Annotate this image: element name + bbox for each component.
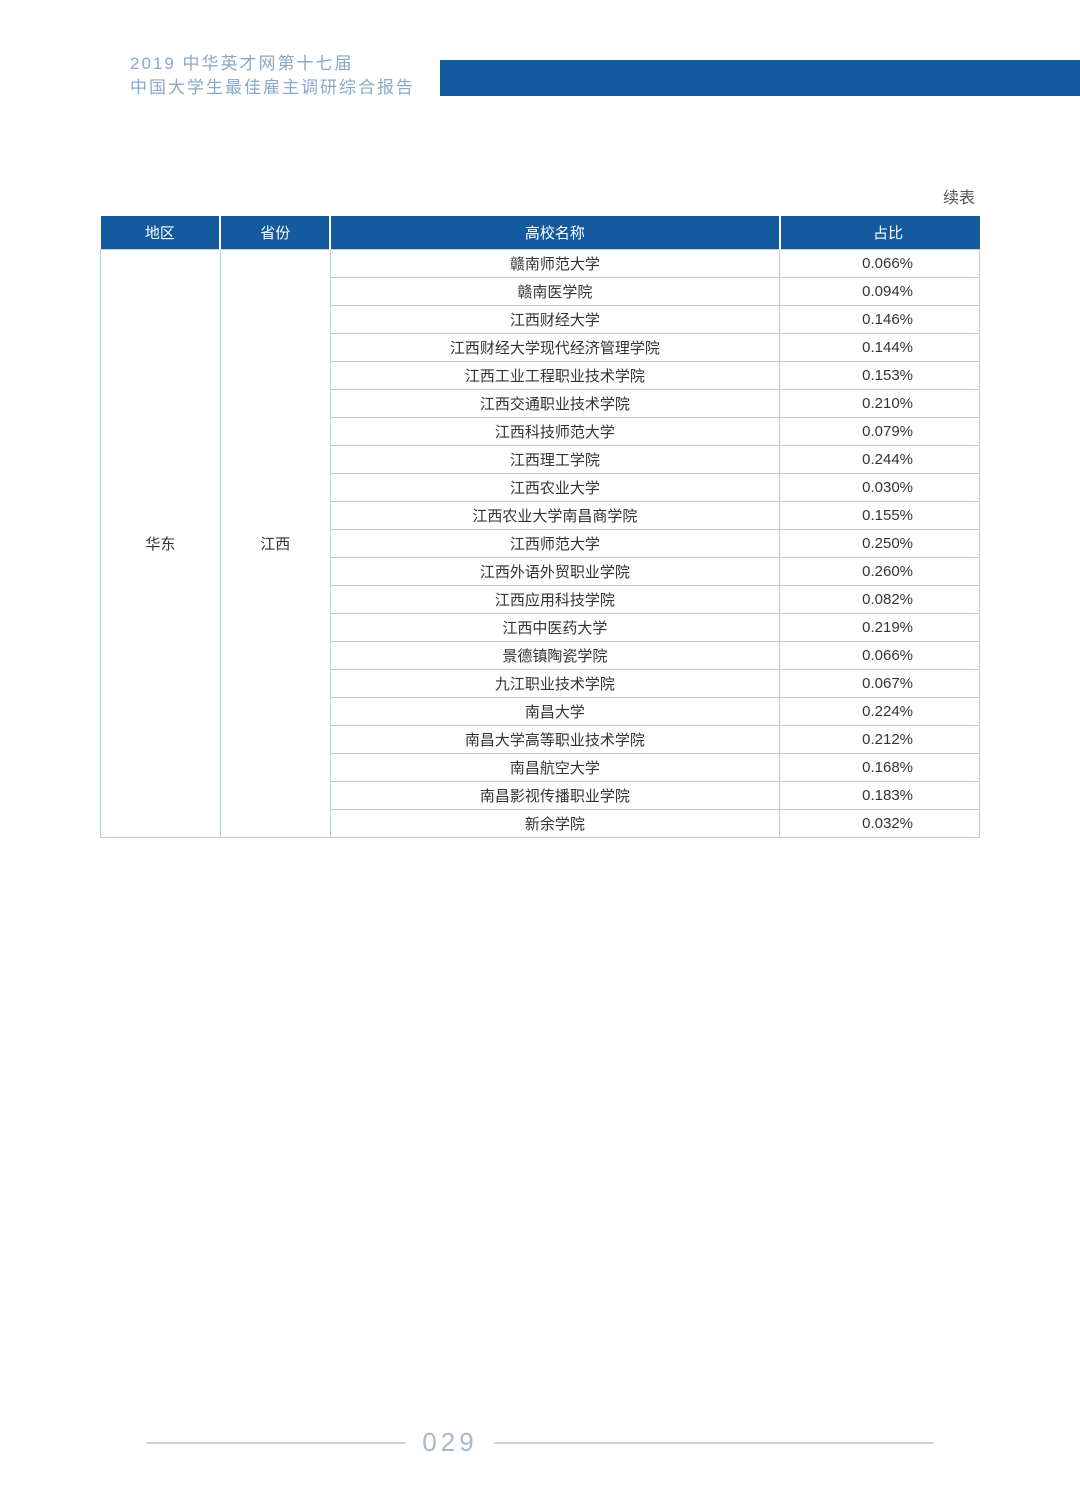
cell-ratio: 0.155% <box>780 502 980 530</box>
cell-school: 江西中医药大学 <box>330 614 779 642</box>
table-body: 华东江西赣南师范大学0.066%赣南医学院0.094%江西财经大学0.146%江… <box>101 250 980 838</box>
report-title: 2019 中华英才网第十七届 中国大学生最佳雇主调研综合报告 <box>130 52 415 100</box>
cell-ratio: 0.144% <box>780 334 980 362</box>
report-title-line1: 2019 中华英才网第十七届 <box>130 52 415 76</box>
cell-ratio: 0.079% <box>780 418 980 446</box>
cell-ratio: 0.212% <box>780 726 980 754</box>
cell-school: 江西财经大学现代经济管理学院 <box>330 334 779 362</box>
cell-school: 江西工业工程职业技术学院 <box>330 362 779 390</box>
col-header-ratio: 占比 <box>780 216 980 250</box>
page-number: 029 <box>422 1427 477 1458</box>
col-header-region: 地区 <box>101 216 221 250</box>
cell-school: 江西科技师范大学 <box>330 418 779 446</box>
cell-ratio: 0.146% <box>780 306 980 334</box>
cell-ratio: 0.067% <box>780 670 980 698</box>
continued-label: 续表 <box>943 184 975 208</box>
footer-line-right <box>494 1442 934 1444</box>
cell-ratio: 0.153% <box>780 362 980 390</box>
cell-ratio: 0.244% <box>780 446 980 474</box>
cell-ratio: 0.260% <box>780 558 980 586</box>
cell-school: 景德镇陶瓷学院 <box>330 642 779 670</box>
data-table: 地区 省份 高校名称 占比 华东江西赣南师范大学0.066%赣南医学院0.094… <box>100 216 980 838</box>
cell-ratio: 0.032% <box>780 810 980 838</box>
cell-school: 江西师范大学 <box>330 530 779 558</box>
cell-school: 南昌影视传播职业学院 <box>330 782 779 810</box>
cell-region: 华东 <box>101 250 221 838</box>
cell-province: 江西 <box>220 250 330 838</box>
cell-school: 江西外语外贸职业学院 <box>330 558 779 586</box>
cell-school: 江西农业大学 <box>330 474 779 502</box>
cell-school: 江西理工学院 <box>330 446 779 474</box>
header-accent-bar <box>440 60 1080 96</box>
report-title-line2: 中国大学生最佳雇主调研综合报告 <box>130 76 415 100</box>
cell-ratio: 0.183% <box>780 782 980 810</box>
table-row: 华东江西赣南师范大学0.066% <box>101 250 980 278</box>
cell-ratio: 0.082% <box>780 586 980 614</box>
cell-ratio: 0.066% <box>780 642 980 670</box>
cell-school: 赣南师范大学 <box>330 250 779 278</box>
col-header-province: 省份 <box>220 216 330 250</box>
cell-ratio: 0.210% <box>780 390 980 418</box>
cell-school: 新余学院 <box>330 810 779 838</box>
cell-school: 赣南医学院 <box>330 278 779 306</box>
cell-school: 江西农业大学南昌商学院 <box>330 502 779 530</box>
footer-line-left <box>146 1442 406 1444</box>
cell-ratio: 0.250% <box>780 530 980 558</box>
cell-school: 南昌航空大学 <box>330 754 779 782</box>
cell-ratio: 0.066% <box>780 250 980 278</box>
cell-ratio: 0.094% <box>780 278 980 306</box>
data-table-container: 地区 省份 高校名称 占比 华东江西赣南师范大学0.066%赣南医学院0.094… <box>100 216 980 838</box>
cell-ratio: 0.030% <box>780 474 980 502</box>
col-header-school: 高校名称 <box>330 216 779 250</box>
cell-school: 江西财经大学 <box>330 306 779 334</box>
cell-ratio: 0.224% <box>780 698 980 726</box>
cell-school: 南昌大学高等职业技术学院 <box>330 726 779 754</box>
cell-school: 江西交通职业技术学院 <box>330 390 779 418</box>
cell-school: 南昌大学 <box>330 698 779 726</box>
page-footer: 029 <box>0 1427 1080 1458</box>
cell-ratio: 0.219% <box>780 614 980 642</box>
cell-school: 江西应用科技学院 <box>330 586 779 614</box>
table-header: 地区 省份 高校名称 占比 <box>101 216 980 250</box>
cell-school: 九江职业技术学院 <box>330 670 779 698</box>
cell-ratio: 0.168% <box>780 754 980 782</box>
